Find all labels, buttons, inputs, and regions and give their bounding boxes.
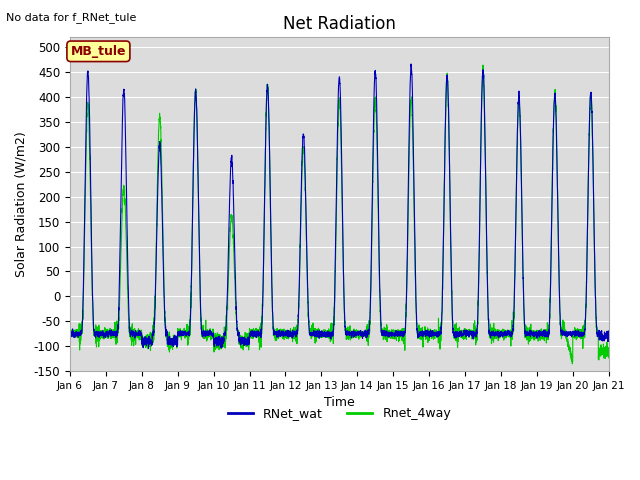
Rnet_4way: [479, 62, 487, 68]
Text: No data for f_RNet_tule: No data for f_RNet_tule: [6, 12, 137, 23]
RNet_wat: [460, 327, 468, 333]
Rnet_4way: [163, 332, 170, 338]
RNet_wat: [605, 336, 612, 342]
Title: Net Radiation: Net Radiation: [283, 15, 396, 33]
Text: MB_tule: MB_tule: [70, 45, 126, 58]
Rnet_4way: [491, 330, 499, 336]
RNet_wat: [66, 331, 74, 337]
Rnet_4way: [460, 333, 468, 338]
RNet_wat: [163, 328, 171, 334]
RNet_wat: [431, 330, 438, 336]
X-axis label: Time: Time: [324, 396, 355, 409]
Legend: RNet_wat, Rnet_4way: RNet_wat, Rnet_4way: [223, 402, 456, 425]
Rnet_4way: [604, 349, 612, 355]
Line: RNet_wat: RNet_wat: [70, 64, 609, 348]
RNet_wat: [604, 338, 612, 344]
RNet_wat: [319, 332, 327, 338]
RNet_wat: [145, 346, 152, 351]
RNet_wat: [407, 61, 415, 67]
Rnet_4way: [66, 328, 74, 334]
Line: Rnet_4way: Rnet_4way: [70, 65, 609, 364]
Rnet_4way: [430, 334, 438, 340]
Rnet_4way: [319, 333, 327, 339]
Rnet_4way: [568, 361, 576, 367]
Rnet_4way: [605, 348, 612, 353]
Y-axis label: Solar Radiation (W/m2): Solar Radiation (W/m2): [15, 132, 28, 277]
RNet_wat: [491, 330, 499, 336]
